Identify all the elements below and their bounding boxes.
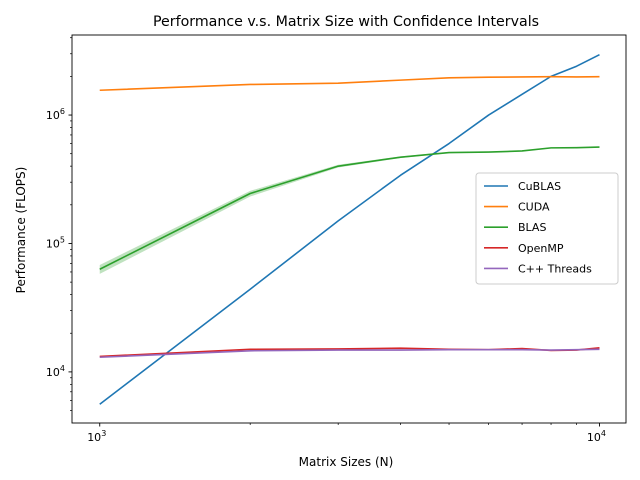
y-tick-label: 105: [46, 235, 65, 250]
y-tick-label: 106: [46, 107, 65, 122]
y-axis-label: Performance (FLOPS): [14, 167, 28, 294]
legend-label: CUDA: [518, 201, 550, 214]
legend-box: [475, 172, 619, 285]
series-line-c-threads: [99, 348, 600, 359]
series-line-blas: [99, 146, 600, 270]
series-line-cuda: [99, 75, 600, 92]
axes-frame: [71, 34, 627, 424]
legend-label: BLAS: [518, 221, 546, 234]
series-line-cublas: [99, 53, 600, 405]
legend-label: CuBLAS: [518, 180, 561, 193]
x-axis-label: Matrix Sizes (N): [299, 455, 394, 469]
y-tick-label: 104: [46, 364, 65, 379]
chart-title: Performance v.s. Matrix Size with Confid…: [153, 14, 539, 30]
x-tick-label: 103: [87, 429, 106, 444]
x-tick-label: 104: [587, 429, 606, 444]
plot-area: 103 104 104 105 106 CuBLAS CUDA BLAS OpenMP C++ T…: [46, 34, 627, 444]
legend-label: OpenMP: [518, 242, 564, 255]
legend-label: C++ Threads: [518, 262, 592, 275]
